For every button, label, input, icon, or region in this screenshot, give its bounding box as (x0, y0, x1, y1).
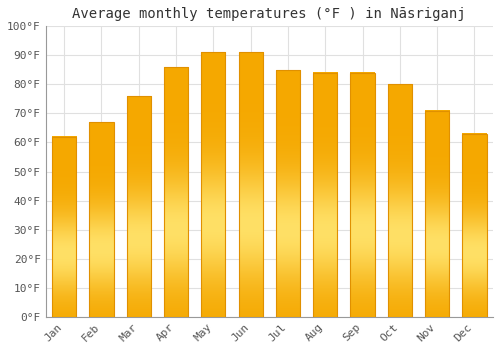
Bar (425, 111, 449, 317)
Bar (238, 52, 263, 317)
Bar (313, 73, 338, 317)
Bar (164, 67, 188, 317)
Bar (126, 96, 151, 317)
Bar (462, 134, 486, 317)
Title: Average monthly temperatures (°F ) in Nāsriganj: Average monthly temperatures (°F ) in Nā… (72, 7, 466, 21)
Bar (52, 137, 76, 317)
Bar (388, 84, 412, 317)
Bar (276, 70, 300, 317)
Bar (90, 122, 114, 317)
Bar (201, 52, 226, 317)
Bar (350, 73, 374, 317)
